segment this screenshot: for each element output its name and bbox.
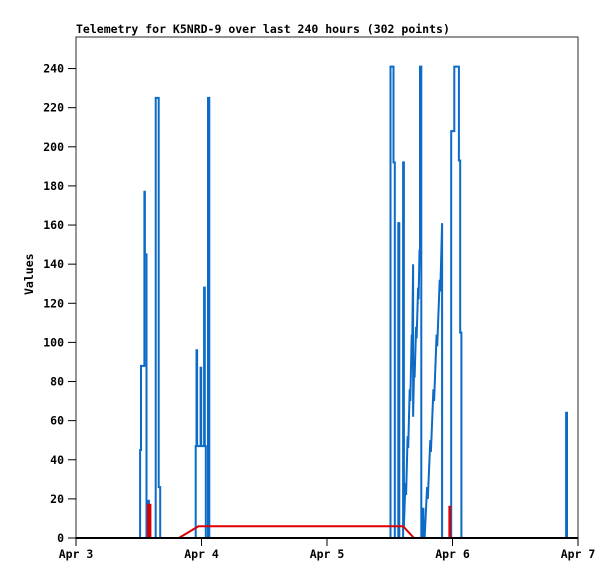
y-tick-label: 0 [57, 531, 64, 545]
x-tick-label: Apr 7 [561, 547, 596, 561]
y-tick-label: 60 [50, 414, 64, 428]
y-tick-label: 100 [43, 335, 64, 349]
y-tick-label: 120 [43, 296, 64, 310]
y-tick-label: 80 [50, 375, 64, 389]
chart-title: Telemetry for K5NRD-9 over last 240 hour… [76, 22, 450, 36]
plot-border [75, 36, 579, 539]
y-tick-label: 160 [43, 218, 64, 232]
y-tick-label: 180 [43, 179, 64, 193]
x-tick-label: Apr 6 [435, 547, 470, 561]
y-tick-label: 220 [43, 101, 64, 115]
y-tick-label: 140 [43, 257, 64, 271]
x-tick-label: Apr 4 [184, 547, 219, 561]
blue-telemetry-series-line [76, 65, 578, 539]
x-tick-label: Apr 3 [59, 547, 94, 561]
red-telemetry-series-line [76, 503, 578, 539]
y-tick-label: 200 [43, 140, 64, 154]
y-tick-label: 40 [50, 453, 64, 467]
y-tick-label: 240 [43, 62, 64, 76]
y-tick-label: 20 [50, 492, 64, 506]
x-tick-label: Apr 5 [310, 547, 345, 561]
